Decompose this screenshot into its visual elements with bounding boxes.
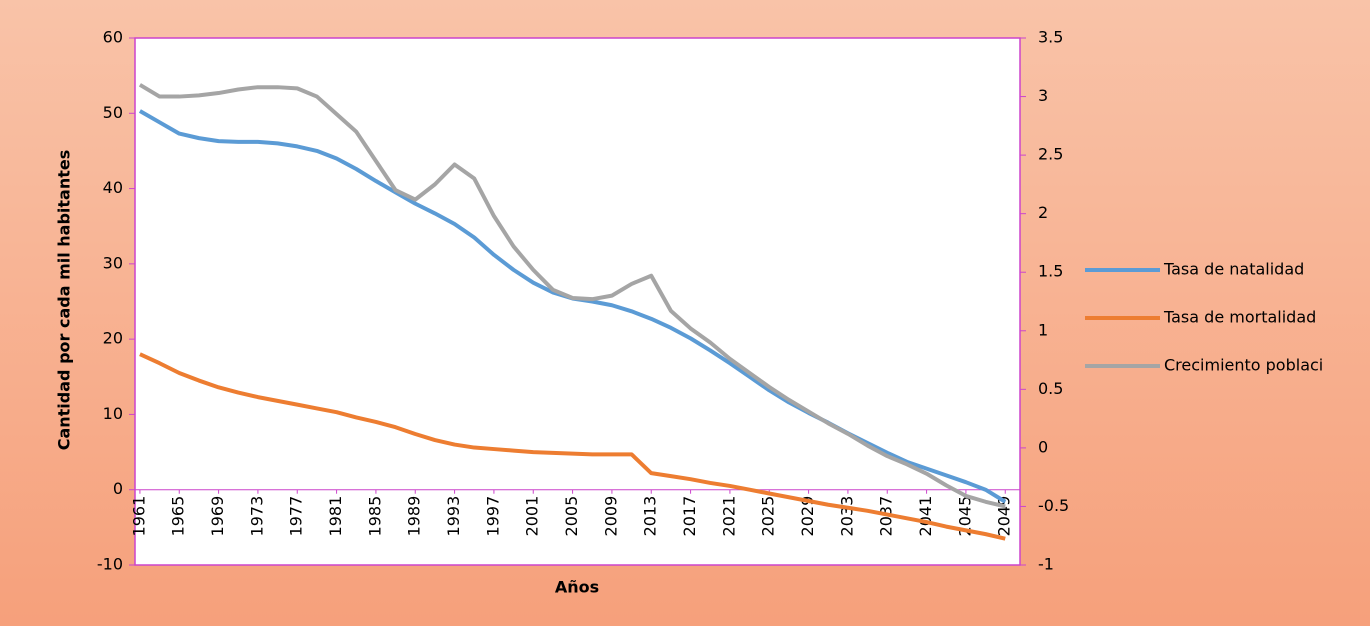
y2-tick-label: 2 <box>1038 203 1048 222</box>
x-tick-label: 1969 <box>208 496 227 537</box>
y-tick-label: 0 <box>113 479 123 498</box>
y-tick-label: 30 <box>103 253 123 272</box>
y-tick-label: 10 <box>103 404 123 423</box>
x-tick-label: 1977 <box>287 496 306 537</box>
x-tick-label: 1973 <box>247 496 266 537</box>
x-tick-label: 2001 <box>523 496 542 537</box>
x-tick-label: 1961 <box>129 496 148 537</box>
x-tick-label: 2017 <box>680 496 699 537</box>
series-line <box>139 352 1006 541</box>
y-tick-label: 60 <box>103 28 123 47</box>
x-tick-label: 2009 <box>601 496 620 537</box>
plot-area <box>134 37 1021 566</box>
series-line <box>138 83 1006 509</box>
x-tick-label: 1989 <box>405 496 424 537</box>
y2-tick-label: 1 <box>1038 320 1048 339</box>
x-tick-label: 2045 <box>955 496 974 537</box>
x-tick-label: 1981 <box>326 496 345 537</box>
y2-tick-label: 2.5 <box>1038 145 1063 164</box>
y2-tick-label: 1.5 <box>1038 262 1063 281</box>
x-tick-label: 2029 <box>798 496 817 537</box>
legend-label: Crecimiento poblaci <box>1164 356 1323 375</box>
x-tick-label: 2041 <box>916 496 935 537</box>
legend-label: Tasa de mortalidad <box>1163 308 1316 327</box>
x-tick-label: 1993 <box>444 496 463 537</box>
y2-tick-label: -0.5 <box>1038 496 1069 515</box>
x-tick-label: 1965 <box>169 496 188 537</box>
y-tick-label: 40 <box>103 178 123 197</box>
y-tick-label: 50 <box>103 103 123 122</box>
y2-tick-label: 3 <box>1038 86 1048 105</box>
y-tick-label: -10 <box>97 555 123 574</box>
x-tick-label: 1997 <box>483 496 502 537</box>
x-tick-label: 2013 <box>641 496 660 537</box>
x-tick-label: 2033 <box>837 496 856 537</box>
legend-label: Tasa de natalidad <box>1163 260 1304 279</box>
x-tick-label: 2005 <box>562 496 581 537</box>
x-tick-label: 2025 <box>759 496 778 537</box>
x-tick-label: 2021 <box>719 496 738 537</box>
y2-tick-label: 0 <box>1038 437 1048 456</box>
x-axis-title: Años <box>555 578 599 597</box>
y2-tick-label: 3.5 <box>1038 28 1063 47</box>
y-axis-title: Cantidad por cada mil habitantes <box>55 150 74 451</box>
x-tick-label: 1985 <box>365 496 384 537</box>
y2-tick-label: 0.5 <box>1038 379 1063 398</box>
y2-tick-label: -1 <box>1038 555 1054 574</box>
y-tick-label: 20 <box>103 329 123 348</box>
